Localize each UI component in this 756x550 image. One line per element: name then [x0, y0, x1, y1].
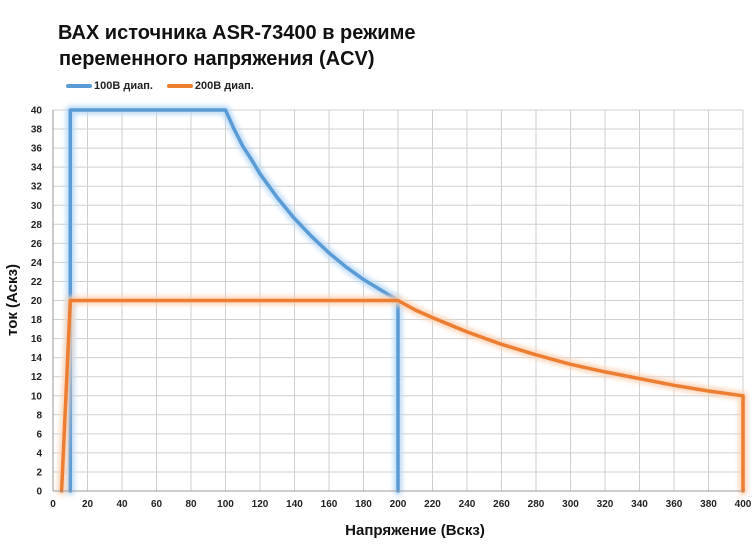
y-tick-label: 20	[31, 296, 43, 307]
y-tick-label: 8	[36, 410, 42, 421]
y-tick-label: 6	[36, 429, 42, 440]
x-tick-label: 60	[151, 499, 163, 510]
series-0	[65, 105, 403, 496]
series-1	[57, 296, 748, 496]
legend-item-200v: 200В диап.	[166, 80, 254, 92]
y-tick-label: 26	[31, 239, 43, 250]
legend-label-100v: 100В диап.	[94, 80, 153, 92]
y-axis-label: ток (Аскз)	[4, 264, 21, 336]
y-tick-label: 18	[31, 315, 43, 326]
y-tick-label: 40	[31, 106, 43, 117]
y-tick-label: 10	[31, 391, 43, 402]
axes: 0 20 40 60 80 100 120 140 160 180 200 220 240 260 280 3…	[31, 106, 752, 511]
y-tick-label: 2	[36, 467, 42, 478]
series-line-1	[59, 298, 745, 493]
x-tick-label: 280	[528, 499, 545, 510]
x-tick-label: 0	[50, 499, 56, 510]
x-tick-label: 240	[459, 499, 476, 510]
series-layer	[57, 105, 748, 496]
y-tick-label: 24	[31, 258, 43, 269]
x-tick-label: 400	[735, 499, 752, 510]
y-tick-label: 4	[36, 448, 42, 459]
series-line-0	[68, 108, 400, 493]
legend-swatch-200v	[166, 84, 193, 88]
y-tick-label: 16	[31, 334, 43, 345]
legend: 100В диап. 200В диап.	[66, 80, 254, 92]
x-tick-label: 360	[666, 499, 683, 510]
x-tick-label: 200	[390, 499, 407, 510]
y-tick-label: 0	[36, 487, 42, 498]
y-tick-label: 38	[31, 125, 43, 136]
x-tick-label: 20	[82, 499, 94, 510]
x-tick-label: 300	[562, 499, 579, 510]
x-tick-label: 120	[252, 499, 269, 510]
chart-title: ВАХ источника ASR-73400 в режиме перемен…	[58, 20, 416, 72]
y-tick-label: 30	[31, 201, 43, 212]
x-tick-label: 160	[321, 499, 338, 510]
x-tick-label: 180	[355, 499, 372, 510]
y-tick-label: 12	[31, 372, 43, 383]
x-tick-label: 100	[217, 499, 234, 510]
x-tick-label: 40	[116, 499, 128, 510]
legend-label-200v: 200В диап.	[194, 80, 254, 92]
x-tick-label: 220	[424, 499, 441, 510]
x-tick-label: 140	[286, 499, 303, 510]
legend-item-100v: 100В диап.	[66, 80, 153, 92]
y-tick-label: 14	[31, 353, 43, 364]
x-tick-label: 80	[185, 499, 197, 510]
chart-title-line-1: ВАХ источника ASR-73400 в режиме	[58, 22, 416, 44]
x-tick-label: 380	[700, 499, 717, 510]
x-tick-label: 340	[631, 499, 648, 510]
x-tick-label: 320	[597, 499, 614, 510]
legend-swatch-100v	[66, 84, 92, 88]
y-tick-label: 34	[31, 163, 43, 174]
x-tick-label: 260	[493, 499, 510, 510]
chart-title-line-2: переменного напряжения (ACV)	[59, 48, 375, 70]
y-tick-label: 22	[31, 277, 43, 288]
x-axis-label: Напряжение (Вскз)	[345, 522, 485, 539]
y-tick-label: 36	[31, 144, 43, 155]
y-tick-label: 32	[31, 182, 43, 193]
y-tick-label: 28	[31, 220, 43, 231]
